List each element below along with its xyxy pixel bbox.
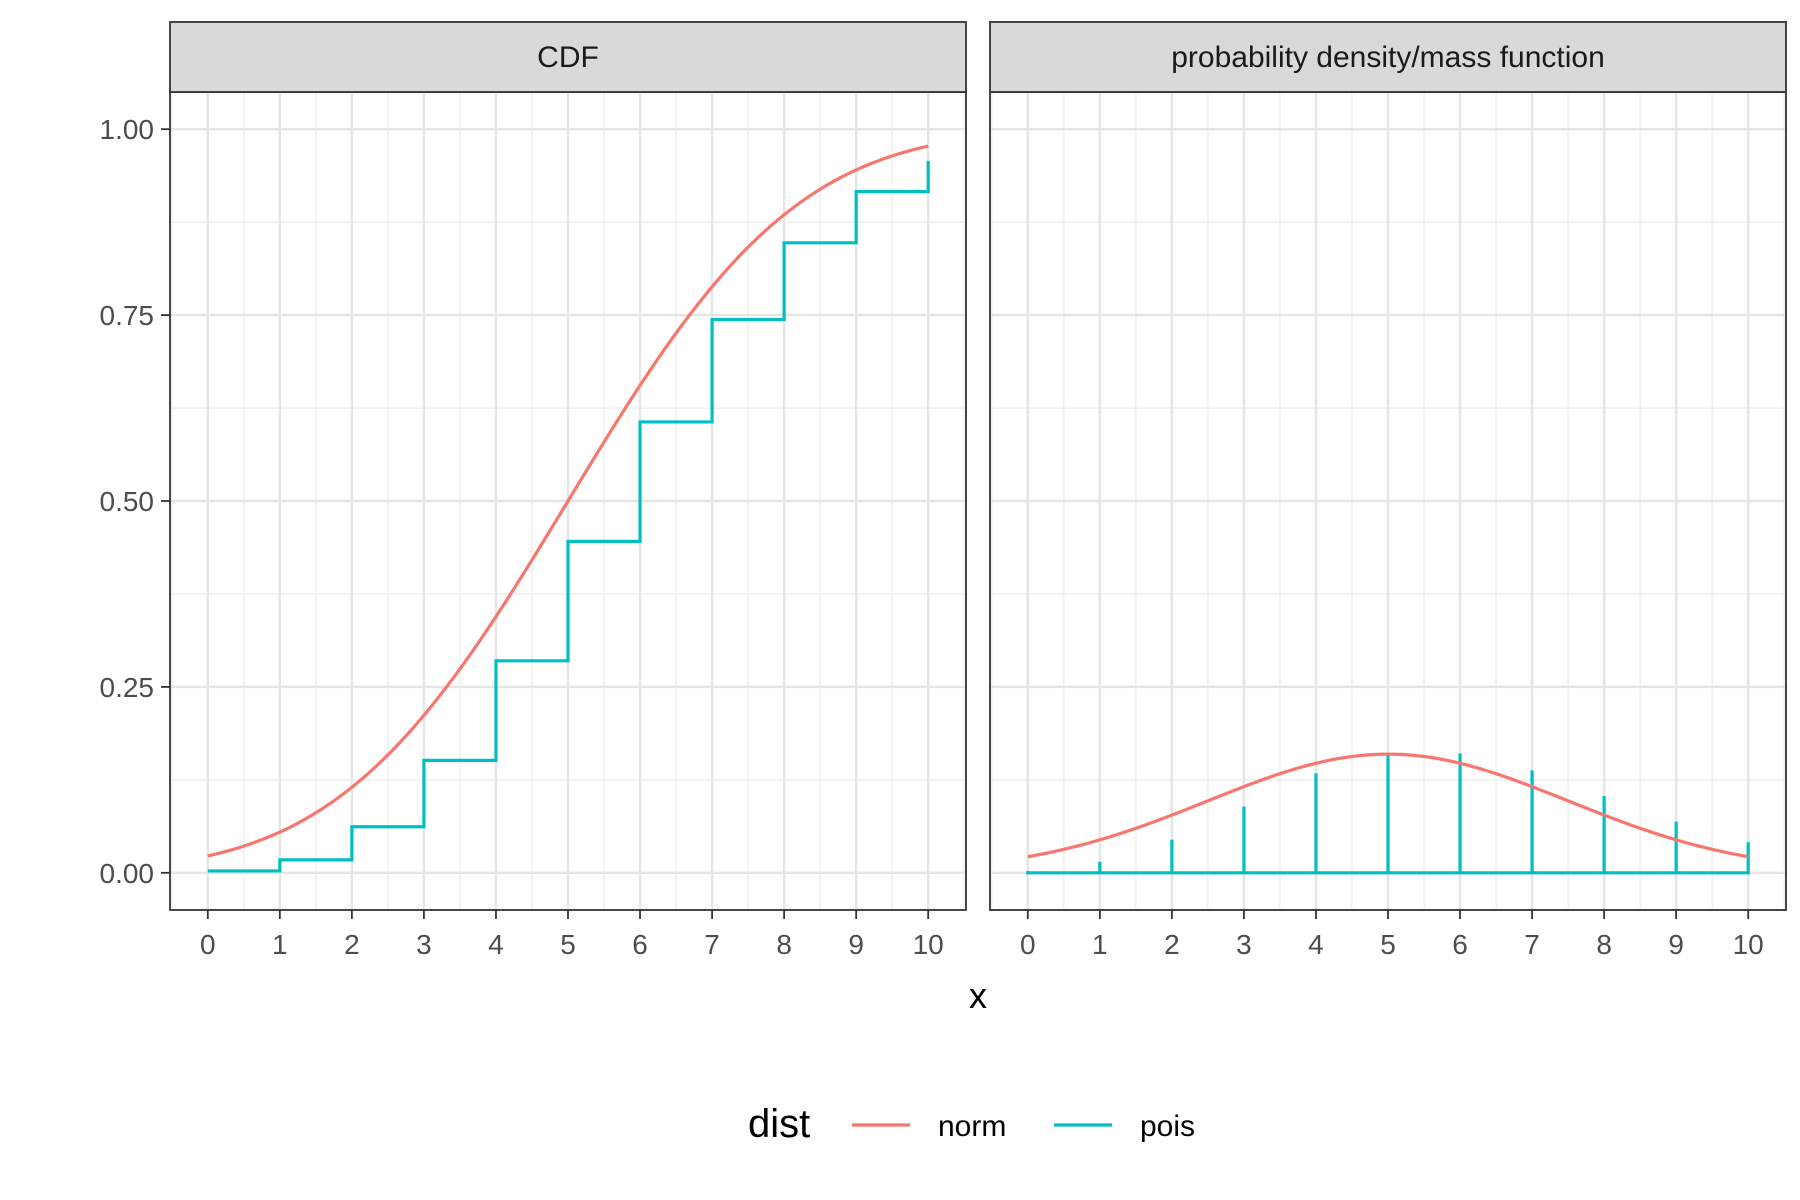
x-tick-label: 1 <box>1092 929 1108 960</box>
y-tick-label: 0.50 <box>100 486 155 517</box>
x-tick-label: 5 <box>560 929 576 960</box>
facet-strip-label: CDF <box>537 41 599 74</box>
facet-strip-label: probability density/mass function <box>1171 41 1605 74</box>
facet-panel-0: CDF 0 1 2 3 4 5 6 7 8 9 10 <box>169 21 967 960</box>
x-tick-label: 4 <box>1308 929 1324 960</box>
facet-panel-1: probability density/mass function 0 1 2 3 4 5 6… <box>989 21 1787 960</box>
x-tick-label: 8 <box>1596 929 1612 960</box>
pois-cdf-line <box>207 160 930 873</box>
x-tick-label: 4 <box>488 929 504 960</box>
x-tick-label: 9 <box>848 929 864 960</box>
x-axis-title: x <box>969 975 987 1016</box>
x-tick-label: 10 <box>913 929 944 960</box>
y-tick-label: 1.00 <box>100 114 155 145</box>
x-tick-label: 9 <box>1668 929 1684 960</box>
norm-cdf-line <box>207 144 929 858</box>
pois-pmf-line <box>1026 753 1750 875</box>
axes-labels: 0.00 0.25 0.50 0.75 1.00 x <box>100 114 988 1016</box>
x-tick-label: 8 <box>776 929 792 960</box>
x-tick-label: 3 <box>416 929 432 960</box>
facet-strip <box>989 21 1787 93</box>
y-tick-label: 0.75 <box>100 300 155 331</box>
x-tick-label: 0 <box>200 929 216 960</box>
legend-label-norm: norm <box>938 1110 1006 1143</box>
x-tick-label: 0 <box>1020 929 1036 960</box>
x-tick-label: 6 <box>1452 929 1468 960</box>
x-tick-label: 5 <box>1380 929 1396 960</box>
norm-pdf-line <box>1027 752 1749 859</box>
x-tick-label: 6 <box>632 929 648 960</box>
x-tick-label: 3 <box>1236 929 1252 960</box>
x-tick-label: 1 <box>272 929 288 960</box>
legend-title: dist <box>748 1102 810 1146</box>
y-tick-label: 0.00 <box>100 858 155 889</box>
x-tick-label: 2 <box>1164 929 1180 960</box>
x-tick-label: 10 <box>1733 929 1764 960</box>
y-tick-label: 0.25 <box>100 672 155 703</box>
x-tick-label: 7 <box>704 929 720 960</box>
legend-label-pois: pois <box>1140 1110 1195 1143</box>
x-tick-label: 2 <box>344 929 360 960</box>
legend: dist norm pois <box>748 1102 1195 1146</box>
x-tick-label: 7 <box>1524 929 1540 960</box>
facet-strip <box>169 21 967 93</box>
